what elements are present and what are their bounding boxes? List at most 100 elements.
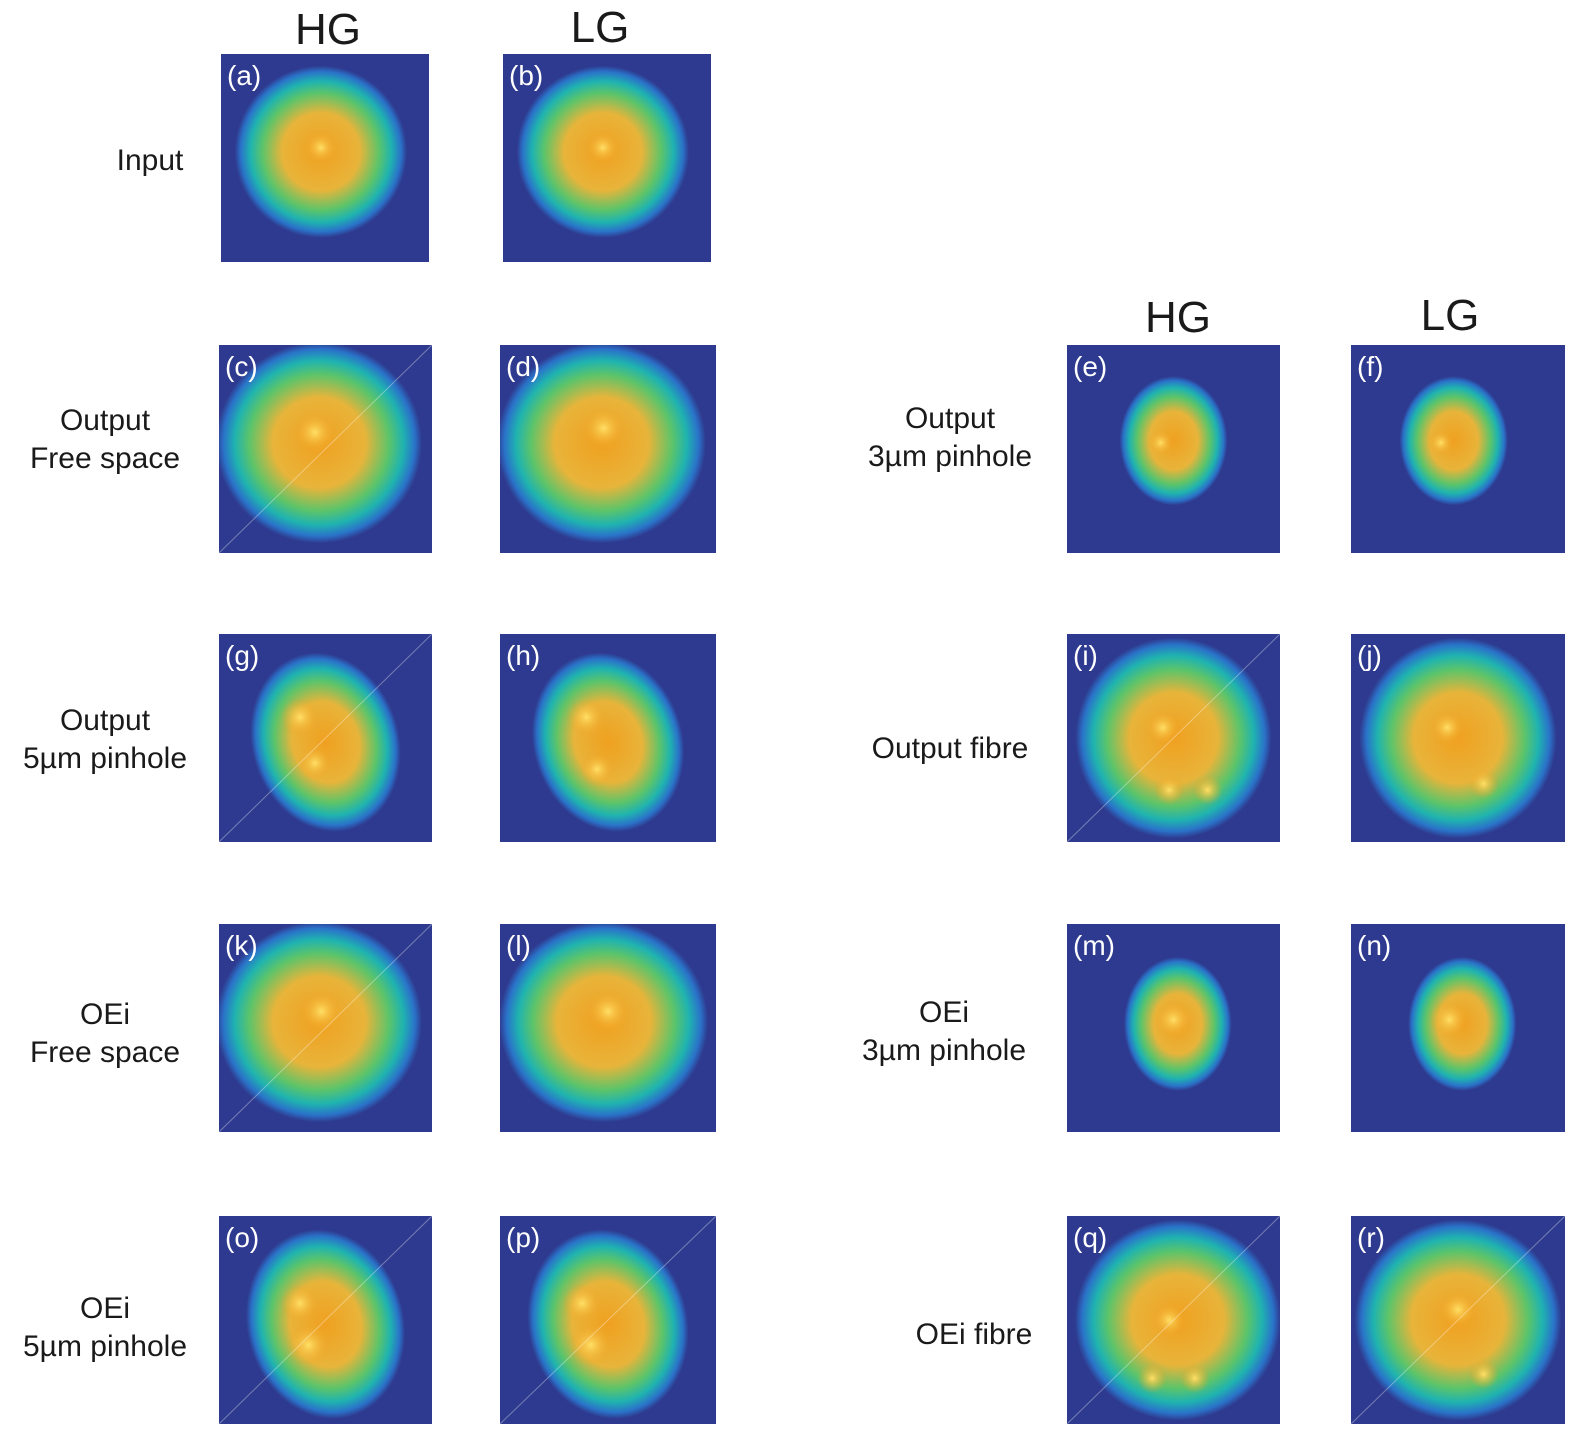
beam-hotspot	[1137, 1363, 1168, 1394]
row-label-line: 5µm pinhole	[22, 1330, 188, 1363]
beam-panel-q: (q)	[1067, 1216, 1280, 1424]
beam-hotspot	[280, 698, 320, 737]
beam-panel-i: (i)	[1067, 634, 1280, 842]
panel-tag: (f)	[1357, 351, 1384, 382]
beam-panel-p: (p)	[500, 1216, 716, 1424]
panel-tag: (i)	[1073, 640, 1098, 671]
beam-hotspot	[1430, 710, 1465, 745]
beam-hotspot	[579, 751, 615, 787]
beam-image	[1067, 345, 1280, 553]
diagonal-artifact-line	[219, 1216, 432, 1424]
beam-panel-c: (c)	[219, 345, 432, 553]
column-header-hg-left: HG	[295, 5, 361, 54]
beam-panel-d: (d)	[500, 345, 716, 553]
beam-image	[219, 345, 432, 553]
beam-hotspot	[297, 745, 332, 780]
beam-panel-b: (b)	[503, 54, 711, 262]
row-label-oei-free-space: OEi Free space	[0, 996, 210, 1072]
row-label-line: Input	[116, 144, 184, 177]
beam-image	[1067, 924, 1280, 1132]
panel-tag: (n)	[1357, 930, 1392, 961]
row-label-line: OEi	[79, 1292, 130, 1325]
panel-tag: (b)	[509, 60, 544, 91]
row-label-line: Output	[904, 402, 996, 435]
beam-hotspot	[1428, 429, 1454, 456]
beam-image	[219, 634, 432, 842]
beam-hotspot	[1154, 1000, 1193, 1039]
row-label-line: 5µm pinhole	[22, 742, 188, 775]
beam-image	[500, 1216, 716, 1424]
beam-image	[1067, 634, 1280, 842]
panel-tag: (d)	[506, 351, 541, 382]
beam-panel-f: (f)	[1351, 345, 1565, 553]
row-label-line: OEi	[79, 998, 130, 1031]
row-label-line: Output	[59, 704, 151, 737]
column-header-hg-right: HG	[1145, 293, 1211, 342]
panel-tag: (q)	[1073, 1222, 1108, 1253]
beam-image	[219, 924, 432, 1132]
column-header-lg-right: LG	[1420, 291, 1480, 340]
beam-hotspot	[299, 990, 343, 1033]
row-label-line: OEi fibre	[915, 1318, 1033, 1351]
beam-hotspot	[280, 1284, 320, 1323]
beam-hotspot	[304, 130, 338, 165]
row-label-line: 3µm pinhole	[861, 1034, 1027, 1067]
row-label-output-3um-pinhole: Output 3µm pinhole	[840, 400, 1060, 476]
beam-panel-l: (l)	[500, 924, 716, 1132]
beam-hotspot	[582, 406, 626, 450]
beam-panel-a: (a)	[221, 54, 429, 262]
beam-image	[219, 1216, 432, 1424]
panel-tag: (p)	[506, 1222, 541, 1253]
beam-hotspot	[1154, 775, 1185, 805]
row-label-line: Output fibre	[871, 732, 1029, 765]
row-label-line: 3µm pinhole	[867, 440, 1033, 473]
panel-tag: (g)	[225, 640, 260, 671]
diagonal-artifact-line	[219, 634, 432, 842]
row-label-oei-3um-pinhole: OEi 3µm pinhole	[834, 994, 1054, 1070]
beam-hotspot	[1152, 1302, 1187, 1338]
row-label-line: Free space	[29, 1036, 181, 1069]
panel-tag: (e)	[1073, 351, 1108, 382]
row-label-oei-fibre: OEi fibre	[864, 1316, 1084, 1354]
panel-tag: (a)	[227, 60, 262, 91]
beam-hotspot	[1179, 1363, 1210, 1394]
beam-panel-g: (g)	[219, 634, 432, 842]
panel-tag: (k)	[225, 930, 258, 961]
beam-image	[500, 345, 716, 553]
beam-profile	[1399, 376, 1508, 506]
beam-image	[221, 54, 429, 262]
beam-panel-n: (n)	[1351, 924, 1565, 1132]
beam-hotspot	[1468, 1359, 1499, 1390]
row-label-input: Input	[60, 142, 240, 180]
panel-tag: (o)	[225, 1222, 260, 1253]
diagonal-artifact-line	[219, 924, 432, 1132]
beam-hotspot	[566, 697, 606, 737]
beam-profile	[250, 652, 401, 832]
beam-hotspot	[1145, 710, 1180, 745]
beam-profile	[245, 1229, 406, 1419]
beam-hotspot	[569, 1323, 613, 1367]
panel-tag: (c)	[225, 351, 258, 382]
row-label-line: OEi	[918, 996, 969, 1029]
beam-panel-m: (m)	[1067, 924, 1280, 1132]
beam-hotspot	[1147, 429, 1174, 456]
beam-image	[1351, 345, 1565, 553]
diagonal-artifact-line	[1067, 1216, 1280, 1424]
beam-image	[500, 634, 716, 842]
beam-profile	[1119, 376, 1228, 506]
beam-image	[1351, 1216, 1565, 1424]
beam-panel-o: (o)	[219, 1216, 432, 1424]
beam-hotspot	[1468, 768, 1499, 799]
beam-hotspot	[586, 989, 630, 1033]
row-label-output-5um-pinhole: Output 5µm pinhole	[0, 702, 210, 778]
beam-image	[503, 54, 711, 262]
diagonal-artifact-line	[219, 345, 432, 553]
beam-hotspot	[1438, 1290, 1478, 1329]
diagonal-artifact-line	[1351, 1216, 1565, 1424]
beam-panel-r: (r)	[1351, 1216, 1565, 1424]
beam-panel-j: (j)	[1351, 634, 1565, 842]
panel-tag: (l)	[506, 930, 531, 961]
beam-profile	[527, 1229, 689, 1419]
beam-hotspot	[562, 1283, 602, 1323]
panel-tag: (m)	[1073, 930, 1115, 961]
